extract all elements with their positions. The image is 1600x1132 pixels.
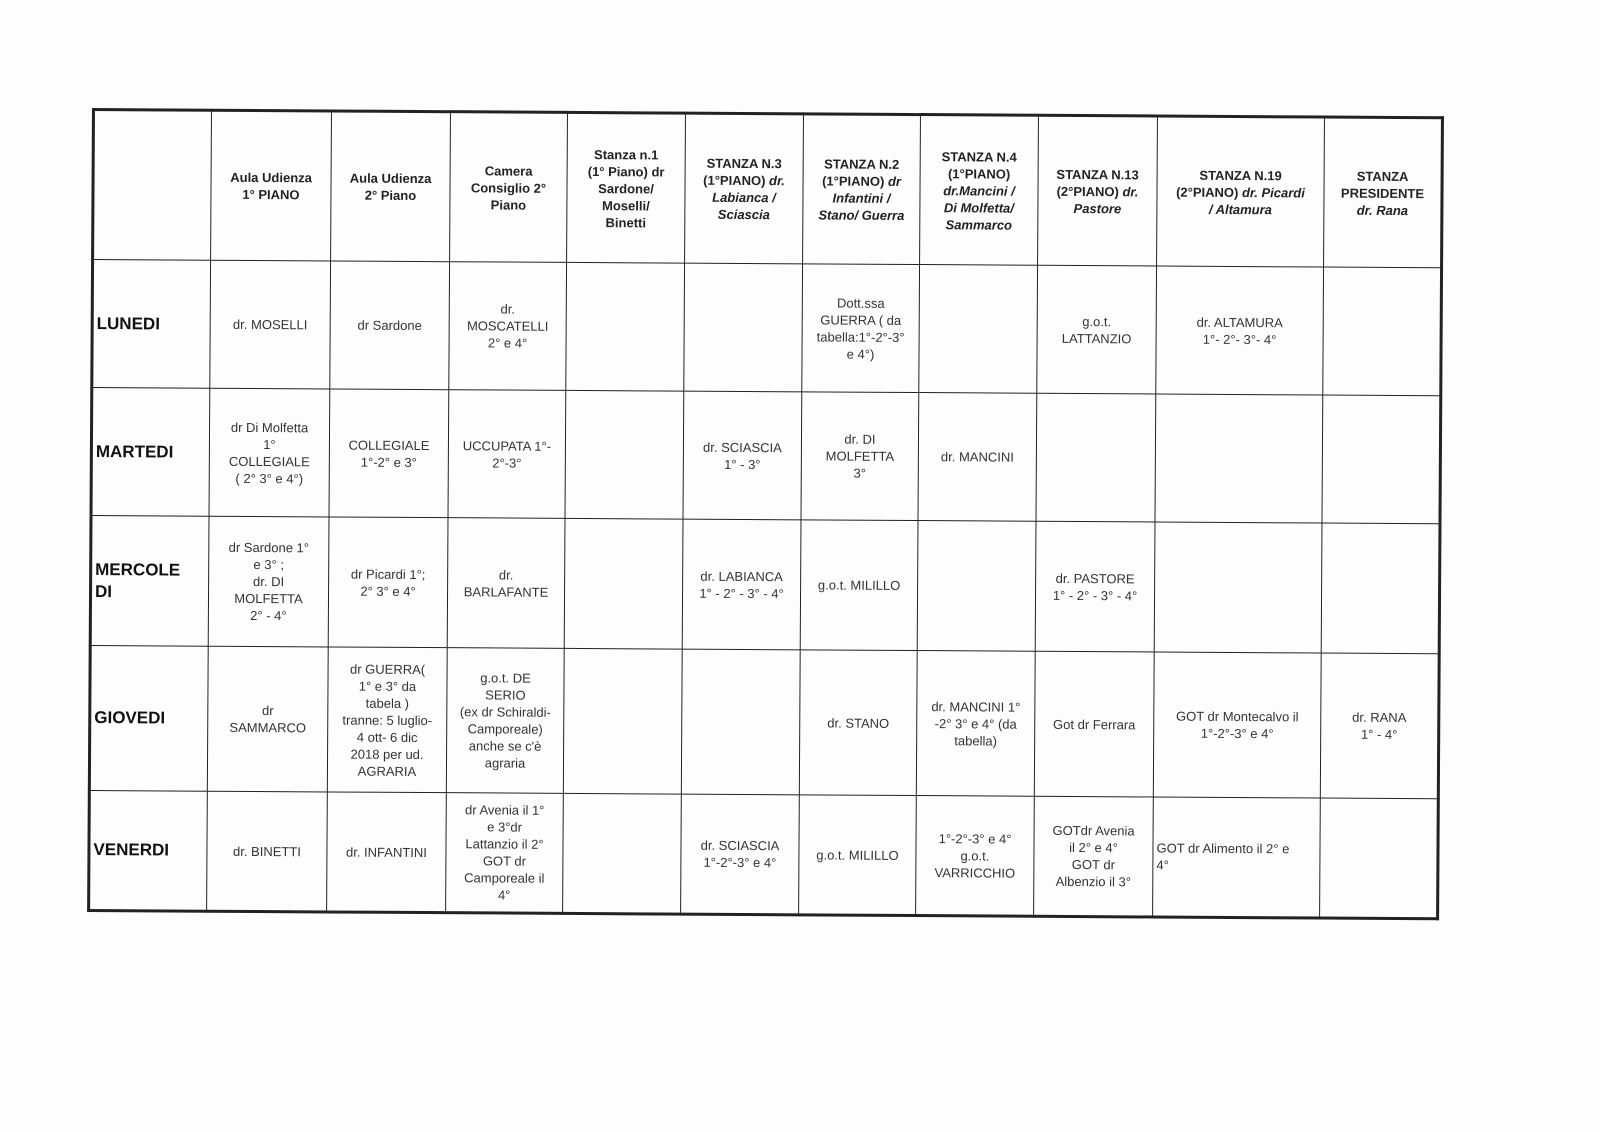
schedule-cell: dr Avenia il 1° e 3°dr Lattanzio il 2° G… bbox=[445, 792, 564, 914]
schedule-cell bbox=[565, 390, 684, 520]
schedule-cell: 1°-2°-3° e 4° g.o.t. VARRICCHIO bbox=[915, 795, 1035, 917]
schedule-cell bbox=[565, 262, 685, 392]
schedule-cell: GOTdr Avenia il 2° e 4° GOT dr Albenzio … bbox=[1033, 796, 1154, 917]
header-corner bbox=[92, 109, 212, 261]
schedule-cell bbox=[1321, 395, 1441, 524]
schedule-cell bbox=[683, 263, 803, 392]
schedule-cell bbox=[562, 793, 682, 915]
column-header: STANZA N.19 (2°PIANO) dr. Picardi / Alta… bbox=[1156, 116, 1325, 268]
day-label: VENERDI bbox=[88, 790, 208, 912]
table-row: MERCOLE DI dr Sardone 1° e 3° ; dr. DI MO… bbox=[90, 515, 1440, 654]
schedule-cell: dr. BARLAFANTE bbox=[447, 517, 566, 649]
column-header-title: Aula Udienza 1° PIANO bbox=[230, 169, 312, 203]
schedule-cell: dr. STANO bbox=[799, 649, 918, 796]
day-label: LUNEDI bbox=[91, 259, 211, 389]
schedule-cell: dr SAMMARCO bbox=[207, 646, 329, 792]
schedule-table: Aula Udienza 1° PIANO Aula Udienza 2° Pia… bbox=[87, 108, 1444, 921]
column-header: STANZA N.13 (2°PIANO) dr. Pastore bbox=[1037, 115, 1158, 267]
table-row: VENERDI dr. BINETTI dr. INFANTINI dr Avenia… bbox=[88, 790, 1439, 919]
schedule-cell: dr. BINETTI bbox=[206, 791, 328, 912]
table-row: LUNEDI dr. MOSELLI dr Sardone dr. MOSCATELL… bbox=[91, 259, 1442, 396]
schedule-cell bbox=[917, 520, 1036, 652]
column-header-title: Stanza n.1 (1° Piano) dr Sardone/ Mosell… bbox=[587, 146, 665, 230]
schedule-cell: g.o.t. MILILLO bbox=[798, 794, 917, 916]
day-label: GIOVEDI bbox=[89, 645, 209, 792]
column-header: Aula Udienza 1° PIANO bbox=[210, 110, 332, 261]
column-header: STANZA N.2 (1°PIANO) dr Infantini / Stan… bbox=[802, 113, 921, 265]
schedule-cell: dr. MOSELLI bbox=[209, 260, 331, 389]
schedule-cell: dr. MANCINI 1° -2° 3° e 4° (da tabella) bbox=[916, 650, 1036, 797]
schedule-cell: dr. DI MOLFETTA 3° bbox=[800, 391, 919, 521]
schedule-cell: dr GUERRA( 1° e 3° da tabela ) tranne: 5… bbox=[327, 646, 448, 793]
schedule-cell: dr Di Molfetta 1° COLLEGIALE ( 2° 3° e 4… bbox=[209, 388, 330, 517]
schedule-cell: dr Sardone 1° e 3° ; dr. DI MOLFETTA 2° … bbox=[208, 516, 330, 647]
schedule-cell: g.o.t. LATTANZIO bbox=[1036, 265, 1157, 395]
schedule-cell: UCCUPATA 1°- 2°-3° bbox=[448, 389, 566, 519]
schedule-cell: dr. ALTAMURA 1°- 2°- 3°- 4° bbox=[1155, 266, 1324, 396]
schedule-cell bbox=[1322, 267, 1442, 396]
table-row: MARTEDI dr Di Molfetta 1° COLLEGIALE ( 2°… bbox=[91, 387, 1441, 524]
column-header: Aula Udienza 2° Piano bbox=[330, 110, 451, 262]
schedule-cell: Dott.ssa GUERRA ( da tabella:1°-2°-3° e … bbox=[801, 263, 920, 393]
schedule-cell bbox=[563, 648, 683, 795]
schedule-cell: dr. LABIANCA 1° - 2° - 3° - 4° bbox=[682, 519, 801, 650]
column-header-title: STANZA N.4 (1°PIANO) bbox=[941, 148, 1017, 182]
schedule-cell: dr. PASTORE 1° - 2° - 3° - 4° bbox=[1035, 521, 1155, 652]
schedule-cell: dr. MANCINI bbox=[917, 392, 1037, 522]
schedule-cell bbox=[1154, 522, 1322, 654]
day-label: MERCOLE DI bbox=[90, 515, 210, 647]
schedule-cell: dr. INFANTINI bbox=[326, 791, 447, 913]
schedule-cell: dr Sardone bbox=[329, 260, 450, 390]
header-row: Aula Udienza 1° PIANO Aula Udienza 2° Pia… bbox=[92, 109, 1443, 268]
column-header: STANZA N.3 (1°PIANO) dr. Labianca / Scia… bbox=[684, 113, 804, 264]
schedule-cell bbox=[918, 264, 1038, 394]
schedule-cell bbox=[681, 649, 801, 795]
column-header: STANZA PRESIDENTE dr. Rana bbox=[1323, 117, 1443, 268]
table-row: GIOVEDI dr SAMMARCO dr GUERRA( 1° e 3° da … bbox=[89, 645, 1440, 799]
schedule-cell: dr. MOSCATELLI 2° e 4° bbox=[448, 261, 567, 391]
column-header-title: Aula Udienza 2° Piano bbox=[349, 170, 432, 203]
column-header: Camera Consiglio 2° Piano bbox=[449, 111, 568, 263]
schedule-cell bbox=[1035, 393, 1156, 523]
schedule-cell: GOT dr Montecalvo il 1°-2°-3° e 4° bbox=[1153, 651, 1322, 799]
schedule-cell bbox=[1154, 394, 1323, 524]
column-header-title: Camera Consiglio 2° Piano bbox=[470, 162, 547, 213]
schedule-cell: dr. SCIASCIA 1° - 3° bbox=[682, 391, 802, 520]
day-label: MARTEDI bbox=[91, 387, 210, 517]
schedule-cell: g.o.t. DE SERIO (ex dr Schiraldi- Campor… bbox=[446, 647, 565, 794]
schedule-cell: dr Picardi 1°; 2° 3° e 4° bbox=[328, 516, 449, 648]
schedule-cell: g.o.t. MILILLO bbox=[800, 519, 918, 651]
schedule-cell: dr. RANA 1° - 4° bbox=[1320, 653, 1440, 799]
schedule-cell bbox=[1319, 798, 1439, 919]
schedule-cell bbox=[564, 518, 683, 650]
schedule-cell: Got dr Ferrara bbox=[1034, 651, 1155, 797]
schedule-cell bbox=[1321, 523, 1440, 654]
schedule-cell: COLLEGIALE 1°-2° e 3° bbox=[329, 388, 449, 518]
schedule-cell: dr. SCIASCIA 1°-2°-3° e 4° bbox=[680, 794, 800, 915]
schedule-cell: GOT dr Alimento il 2° e 4° bbox=[1152, 796, 1321, 919]
column-header: STANZA N.4 (1°PIANO) dr.Mancini / Di Mol… bbox=[919, 114, 1039, 266]
column-header-title: STANZA PRESIDENTE bbox=[1340, 168, 1425, 201]
column-header: Stanza n.1 (1° Piano) dr Sardone/ Mosell… bbox=[566, 112, 686, 264]
